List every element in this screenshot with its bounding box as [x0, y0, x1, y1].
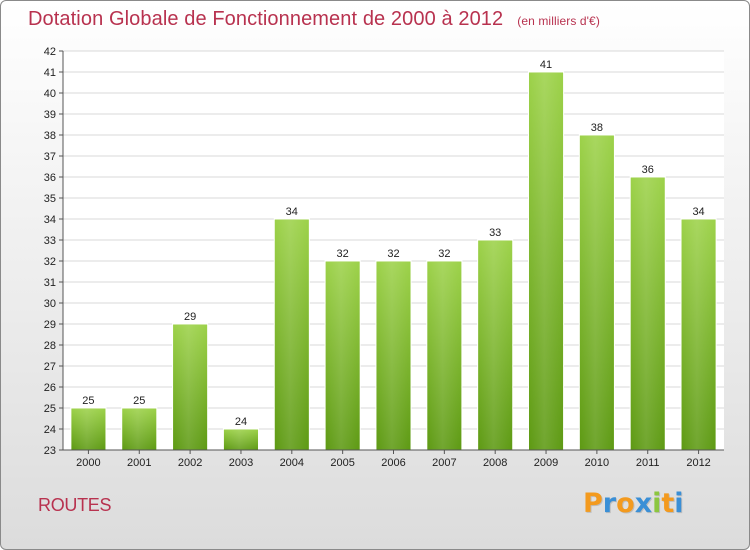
x-tick-label: 2010 [585, 457, 609, 469]
y-tick-label: 26 [44, 382, 56, 394]
value-label: 34 [286, 206, 298, 218]
x-tick-label: 2001 [127, 457, 151, 469]
value-label: 34 [692, 206, 704, 218]
y-tick-label: 41 [44, 67, 56, 79]
x-tick-label: 2011 [636, 457, 660, 469]
bar-highlight [71, 409, 105, 450]
y-tick-label: 28 [44, 340, 56, 352]
value-label: 25 [82, 395, 94, 407]
value-label: 29 [184, 311, 196, 323]
brand-letter: i [652, 488, 662, 519]
y-tick-label: 23 [44, 445, 56, 457]
y-tick-label: 34 [44, 214, 56, 226]
x-axis: 2000 2001 2002 2003 2004 2005 2006 2007 2008 2009… [63, 449, 724, 469]
value-label: 24 [235, 416, 247, 428]
y-tick-label: 35 [44, 193, 56, 205]
x-tick-label: 2007 [432, 457, 456, 469]
bars-group [70, 71, 717, 451]
brand-letter: x [634, 488, 653, 519]
x-tick-label: 2004 [280, 457, 304, 469]
y-tick-label: 30 [44, 298, 56, 310]
y-tick-label: 39 [44, 109, 56, 121]
y-tick-label: 33 [44, 235, 56, 247]
bar-highlight [580, 136, 614, 450]
value-label: 32 [387, 248, 399, 260]
y-tick-label: 29 [44, 319, 56, 331]
value-label: 38 [591, 122, 603, 134]
x-tick-label: 2006 [381, 457, 405, 469]
chart-title: Dotation Globale de Fonctionnement de 20… [28, 8, 600, 31]
brand-letter: r [602, 488, 617, 519]
y-tick-label: 25 [44, 403, 56, 415]
x-tick-label: 2008 [483, 457, 507, 469]
y-axis: 23 24 25 26 27 28 29 30 31 32 33 34 35 36 37 38 39 40 41 42 [44, 46, 64, 457]
bar-highlight [682, 220, 716, 450]
brand-letter: t [661, 488, 675, 519]
x-tick-label: 2005 [330, 457, 354, 469]
bar-highlight [122, 409, 156, 450]
bar-highlight [376, 262, 411, 450]
chart-title-text: Dotation Globale de Fonctionnement de 20… [28, 8, 504, 30]
bar-highlight [275, 220, 309, 450]
value-labels: 25 25 29 24 34 32 32 32 33 41 38 36 34 [82, 59, 704, 428]
x-tick-label: 2002 [178, 457, 202, 469]
y-tick-label: 32 [44, 256, 56, 268]
y-tick-label: 31 [44, 277, 56, 289]
y-tick-label: 27 [44, 361, 56, 373]
x-tick-label: 2003 [229, 457, 253, 469]
y-tick-label: 42 [44, 46, 56, 58]
bar-highlight [529, 73, 563, 450]
y-tick-label: 38 [44, 130, 56, 142]
bar-highlight [478, 241, 512, 450]
value-label: 32 [337, 248, 349, 260]
y-tick-label: 36 [44, 172, 56, 184]
x-tick-label: 2009 [534, 457, 558, 469]
value-label: 25 [133, 395, 145, 407]
brand-letter: o [616, 488, 635, 519]
y-tick-label: 24 [44, 424, 56, 436]
footer-label: ROUTES [38, 495, 112, 515]
y-tick-label: 37 [44, 151, 56, 163]
brand-logo: Proxiti [583, 488, 684, 519]
brand-letter: i [674, 488, 684, 519]
bar-highlight [631, 178, 665, 450]
x-tick-label: 2012 [686, 457, 710, 469]
bar-highlight [427, 262, 461, 450]
bar-highlight [326, 262, 360, 450]
chart-subtitle: (en milliers d'€) [517, 14, 600, 28]
x-tick-label: 2000 [76, 457, 100, 469]
value-label: 41 [540, 59, 552, 71]
bar-highlight [224, 430, 258, 450]
value-label: 36 [642, 164, 654, 176]
value-label: 33 [489, 227, 501, 239]
y-tick-label: 40 [44, 88, 56, 100]
bar-highlight [173, 325, 207, 450]
value-label: 32 [438, 248, 450, 260]
brand-letter: P [583, 488, 603, 519]
